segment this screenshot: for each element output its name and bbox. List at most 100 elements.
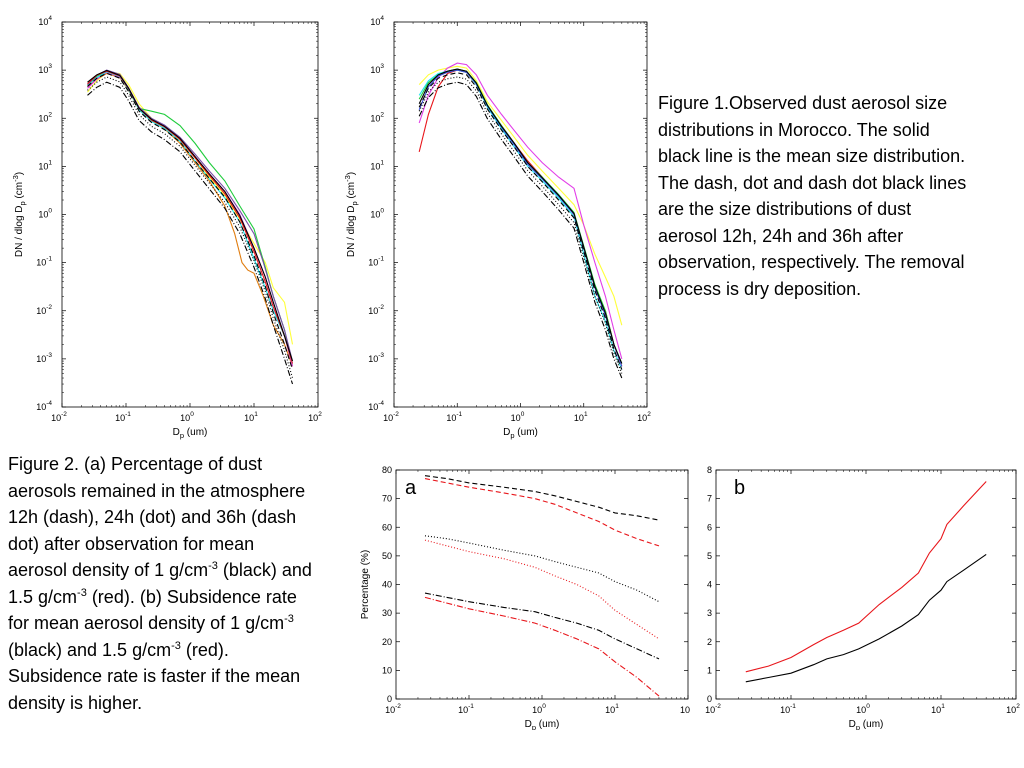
y-tick-label: 50 <box>382 551 392 561</box>
x-tick-label: 100 <box>511 411 525 423</box>
figure1-caption-line: distributions in Morocco. The solid <box>658 119 930 140</box>
y-tick-label: 8 <box>707 465 712 475</box>
series-line-black-solid <box>87 69 294 362</box>
series-line-red-solid <box>745 481 987 673</box>
y-tick-label: 30 <box>382 608 392 618</box>
series-line-black-solid <box>745 553 987 683</box>
figure2-caption-line: Subsidence rate is faster if the mean <box>8 666 301 686</box>
y-tick-label: 70 <box>382 494 392 504</box>
caption-text: aerosol density of 1 g/cm <box>8 560 209 580</box>
x-tick-label: 10 <box>680 705 690 715</box>
y-tick-label: 3 <box>707 608 712 618</box>
series-line-black-dot <box>418 76 623 374</box>
figure2-caption-line: for mean aerosol density of 1 g/cm-3 <box>8 610 360 637</box>
x-tick-label: 102 <box>637 411 651 423</box>
x-tick-label: 101 <box>574 411 588 423</box>
figure2-caption-line: density is higher. <box>8 692 143 713</box>
plot-frame <box>61 21 319 408</box>
series-line-red-dash <box>424 478 660 547</box>
x-axis-label: Dp (um) <box>525 719 560 730</box>
y-tick-label: 7 <box>707 494 712 504</box>
y-tick-label: 4 <box>707 580 712 590</box>
figure1-caption-line: Figure 1.Observed dust aerosol size <box>658 93 948 113</box>
caption-text: (red). (b) Subsidence rate <box>86 586 297 607</box>
x-tick-label: 100 <box>532 703 546 715</box>
caption-superscript: -3 <box>171 639 181 652</box>
figure2-caption-line: Figure 2. (a) Percentage of dust <box>8 454 263 474</box>
fig2a-chart: 10-2 10-1 100 101 10 0 10 20 30 40 50 60 70 80 Dp (um)… <box>358 460 692 730</box>
y-tick-label: 100 <box>370 208 384 220</box>
series-line-black-solid <box>418 68 623 364</box>
figure1-caption-line: process is dry deposition. <box>658 278 862 299</box>
series-line-red-dashdot <box>424 596 660 697</box>
x-tick-label: 101 <box>605 703 619 715</box>
x-axis-label: Dp (um) <box>503 427 538 440</box>
figure2-caption-line: aerosol density of 1 g/cm-3 (black) and <box>8 557 360 584</box>
y-tick-label: 0 <box>387 694 392 704</box>
y-tick-label: 10-2 <box>368 304 384 316</box>
fig1-left-plot: 10-2 10-1 100 101 102 10-4 10-3 10-2 10-1 100 101 1… <box>11 15 322 440</box>
series-line-black-dash <box>418 72 623 370</box>
y-tick-label: 101 <box>370 159 384 171</box>
caption-text: (black) and <box>217 560 312 580</box>
x-tick-label: 102 <box>308 411 322 423</box>
figure2-caption-line: (black) and 1.5 g/cm-3 (red). <box>8 637 360 664</box>
x-tick-label: 10-2 <box>385 703 401 715</box>
x-tick-label: 101 <box>931 703 945 715</box>
y-tick-label: 20 <box>382 637 392 647</box>
figure1-caption-line: black line is the mean size distribution… <box>658 146 966 166</box>
caption-superscript: -3 <box>208 560 218 572</box>
y-tick-label: 103 <box>370 63 384 75</box>
figure1-caption-line: The dash, dot and dash dot black lines <box>658 172 967 193</box>
y-axis-label: DN / dlog Dp (cm-3) <box>343 172 359 257</box>
y-tick-label: 102 <box>38 111 52 123</box>
caption-text: for mean aerosol density of 1 g/cm <box>8 613 285 633</box>
fig1-right-plot: 10-2 10-1 100 101 102 10-4 10-3 10-2 10-1 100 101 1… <box>343 15 651 440</box>
panel-label: b <box>734 477 745 499</box>
y-tick-label: 80 <box>382 465 392 475</box>
series-line-magenta-solid <box>418 62 623 360</box>
figure1-caption-line: are the size distributions of dust <box>658 199 912 219</box>
x-tick-label: 10-2 <box>705 703 721 715</box>
y-tick-label: 104 <box>38 15 52 27</box>
y-tick-label: 100 <box>38 208 52 220</box>
y-tick-label: 0 <box>707 694 712 704</box>
x-tick-label: 102 <box>1006 703 1020 715</box>
figure1-caption-line: observation, respectively. The removal <box>658 252 965 272</box>
x-axis-label: Dp (um) <box>849 719 884 730</box>
series-line-black-dash <box>87 72 294 370</box>
plot-frame <box>715 469 1017 700</box>
series-line-black-dashdot <box>424 592 660 660</box>
y-tick-label: 10-2 <box>36 304 52 316</box>
y-tick-label: 5 <box>707 551 712 561</box>
figure2-caption-line: 12h (dash), 24h (dot) and 36h (dash <box>8 507 297 527</box>
x-tick-label: 10-1 <box>446 411 462 423</box>
x-tick-label: 100 <box>180 411 194 423</box>
y-tick-label: 10-3 <box>36 352 52 364</box>
caption-superscript: -3 <box>284 613 294 625</box>
figure1-caption-line: aerosol 12h, 24h and 36h after <box>658 225 904 246</box>
y-tick-label: 10-4 <box>36 400 52 412</box>
y-tick-label: 102 <box>370 111 384 123</box>
y-tick-label: 10-4 <box>368 400 384 412</box>
x-tick-label: 100 <box>856 703 870 715</box>
x-tick-label: 101 <box>244 411 258 423</box>
x-tick-label: 10-1 <box>780 703 796 715</box>
figure1-caption: Figure 1.Observed dust aerosol size dist… <box>658 90 1020 302</box>
y-tick-label: 103 <box>38 63 52 75</box>
y-tick-label: 104 <box>370 15 384 27</box>
x-tick-label: 10-1 <box>458 703 474 715</box>
figure2-caption: Figure 2. (a) Percentage of dust aerosol… <box>8 451 360 716</box>
x-tick-label: 10-2 <box>51 411 67 423</box>
panel-label: a <box>405 477 417 499</box>
series-line-black-dashdot <box>418 81 623 379</box>
y-tick-label: 10-3 <box>368 352 384 364</box>
y-tick-label: 1 <box>707 665 712 675</box>
plot-frame <box>393 21 648 408</box>
caption-text: (red). <box>180 639 229 660</box>
y-tick-label: 10-1 <box>368 256 384 268</box>
y-tick-label: 40 <box>382 580 392 590</box>
